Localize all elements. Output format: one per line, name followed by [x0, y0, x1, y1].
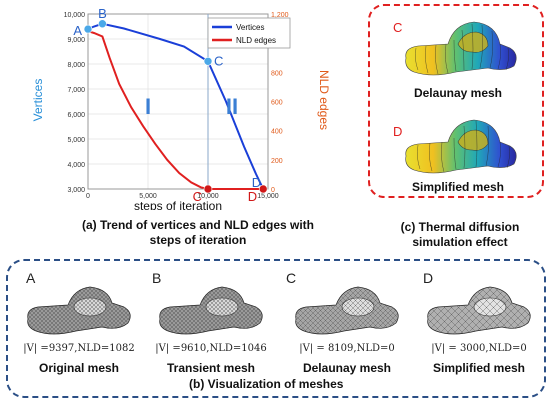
thermal-simplified-mesh-image	[405, 119, 517, 174]
mesh-name-simplified: Simplified mesh	[432, 361, 526, 375]
mesh-letter-a: A	[26, 270, 36, 286]
y-tick-right-label: 600	[271, 100, 283, 107]
y-tick-left-label: 5,000	[67, 137, 85, 144]
mesh-stat-simplified: |V| = 3000,NLD=0	[431, 343, 527, 354]
y-axis-right-label: NLD edges	[317, 70, 331, 130]
vertices-nld-chart: 3,000 4,000 5,000 6,000 7,000 8,000 9,000 10,00…	[31, 6, 331, 210]
y-tick-left-label: 9,000	[67, 37, 85, 44]
x-axis-label: steps of iteration	[134, 199, 222, 210]
phase-labels: I II	[145, 94, 238, 119]
mesh-letter-c: C	[286, 270, 297, 286]
thermal-label-bottom: Simplified mesh	[411, 180, 505, 194]
y-tick-right-label: 400	[271, 129, 283, 136]
chart-legend: Vertices NLD edges	[207, 17, 291, 49]
point-label-d: D	[252, 175, 261, 190]
thermal-letter-bottom: D	[393, 124, 403, 139]
y-tick-right-label: 200	[271, 158, 283, 165]
mesh-name-delaunay: Delaunay mesh	[302, 361, 392, 375]
mesh-visualization-panel	[6, 259, 546, 398]
mesh-image-original	[27, 286, 131, 335]
x-tick-label: 0	[86, 193, 90, 200]
point-marker-a	[83, 24, 93, 34]
caption-b: (b) Visualization of meshes	[186, 377, 347, 391]
mesh-name-original: Original mesh	[38, 361, 120, 375]
point-marker-d	[258, 184, 268, 194]
thermal-letter-top: C	[393, 20, 403, 35]
mesh-letter-b: B	[152, 270, 162, 286]
caption-c-line1: (c) Thermal diffusion	[400, 220, 520, 234]
point-label-c: C	[214, 53, 223, 68]
thermal-delaunay-mesh-image	[405, 21, 517, 76]
y-tick-right-label: 1,200	[271, 12, 289, 19]
chart-point-markers: A B C D C D	[73, 6, 268, 204]
mesh-image-delaunay	[295, 286, 399, 335]
chart-ticks: 3,000 4,000 5,000 6,000 7,000 8,000 9,000 10,00…	[64, 12, 289, 200]
phase-label-2: II	[226, 94, 238, 119]
y-tick-left-label: 10,000	[64, 12, 86, 19]
point-label-c: C	[193, 189, 202, 204]
mesh-name-transient: Transient mesh	[166, 361, 256, 375]
thermal-panel	[368, 4, 544, 198]
x-tick-label: 15,000	[257, 193, 279, 200]
point-marker-c	[203, 184, 213, 194]
phase-label-1: I	[145, 94, 151, 119]
y-axis-left-label: Vertices	[31, 79, 45, 122]
thermal-label-top: Delaunay mesh	[413, 86, 503, 100]
caption-c-line2: simulation effect	[412, 235, 508, 249]
y-tick-right-label: 0	[271, 187, 275, 194]
mesh-image-transient	[159, 286, 263, 335]
x-tick-label: 10,000	[197, 193, 219, 200]
point-label-d: D	[248, 189, 257, 204]
x-tick-label: 5,000	[139, 193, 157, 200]
mesh-image-simplified	[427, 286, 531, 335]
y-tick-left-label: 8,000	[67, 62, 85, 69]
point-marker-b	[98, 19, 107, 29]
caption-a-line2: steps of iteration	[149, 233, 247, 247]
point-label-a: A	[73, 23, 82, 38]
caption-a-line1: (a) Trend of vertices and NLD edges with	[81, 218, 315, 232]
caption-a: (a) Trend of vertices and NLD edges with…	[48, 218, 348, 248]
y-tick-left-label: 3,000	[67, 187, 85, 194]
legend-label-nld: NLD edges	[236, 36, 276, 45]
mesh-stat-delaunay: |V| = 8109,NLD=0	[299, 343, 395, 354]
point-marker-c	[203, 56, 213, 66]
mesh-letter-d: D	[423, 270, 434, 286]
point-label-b: B	[98, 6, 107, 21]
y-tick-left-label: 4,000	[67, 162, 85, 169]
mesh-stat-original: |V| =9397,NLD=1082	[23, 343, 135, 354]
y-tick-right-label: 800	[271, 70, 283, 77]
y-tick-left-label: 6,000	[67, 112, 85, 119]
plot-frame	[87, 13, 269, 190]
legend-label-vertices: Vertices	[236, 23, 264, 32]
y-tick-left-label: 7,000	[67, 87, 85, 94]
caption-c: (c) Thermal diffusion simulation effect	[372, 220, 548, 250]
mesh-stat-transient: |V| =9610,NLD=1046	[155, 343, 267, 354]
